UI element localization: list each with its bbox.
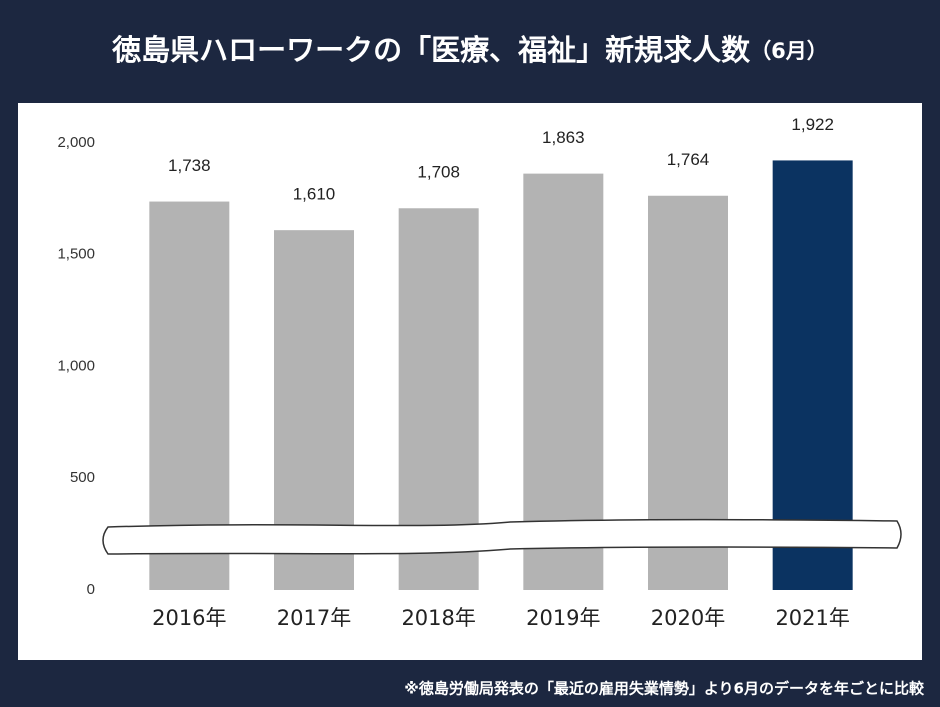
y-tick-label: 1,000 <box>57 357 95 374</box>
bar <box>772 160 853 591</box>
value-label: 1,738 <box>168 156 211 175</box>
x-tick-label: 2016年 <box>152 606 226 630</box>
value-label: 1,610 <box>293 185 336 204</box>
chart-title: 徳島県ハローワークの「医療、福祉」新規求人数 <box>111 33 751 67</box>
value-label: 1,922 <box>791 115 834 134</box>
footnote: ※徳島労働局発表の「最近の雇用失業情勢」より6月のデータを年ごとに比較 <box>404 680 925 698</box>
chart-title-group: 徳島県ハローワークの「医療、福祉」新規求人数（6月） <box>111 33 828 67</box>
x-tick-label: 2017年 <box>277 606 351 630</box>
value-label: 1,708 <box>417 163 460 182</box>
y-tick-label: 2,000 <box>57 134 95 151</box>
x-tick-label: 2019年 <box>526 606 600 630</box>
axis-break <box>102 518 902 555</box>
value-label: 1,764 <box>667 150 710 169</box>
y-tick-label: 0 <box>87 581 95 598</box>
x-tick-label: 2018年 <box>401 606 475 630</box>
title-note: （6月） <box>750 39 828 63</box>
x-tick-label: 2020年 <box>651 606 725 630</box>
y-tick-label: 500 <box>70 469 95 486</box>
y-tick-label: 1,500 <box>57 246 95 263</box>
value-label: 1,863 <box>542 128 585 147</box>
x-tick-label: 2021年 <box>775 606 849 630</box>
